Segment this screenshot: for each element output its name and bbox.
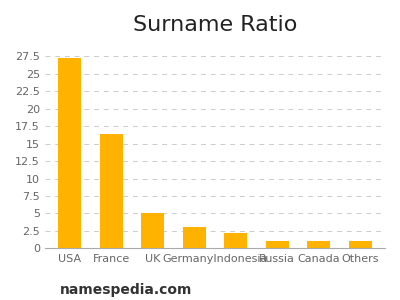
Bar (307, 241, 330, 248)
Bar (349, 241, 372, 248)
Bar (224, 233, 247, 248)
Bar (183, 227, 206, 248)
Bar (141, 213, 164, 248)
Bar (100, 134, 122, 248)
Title: Surname Ratio: Surname Ratio (133, 15, 297, 35)
Bar (266, 241, 288, 248)
Text: namespedia.com: namespedia.com (60, 283, 192, 297)
Bar (58, 58, 81, 248)
